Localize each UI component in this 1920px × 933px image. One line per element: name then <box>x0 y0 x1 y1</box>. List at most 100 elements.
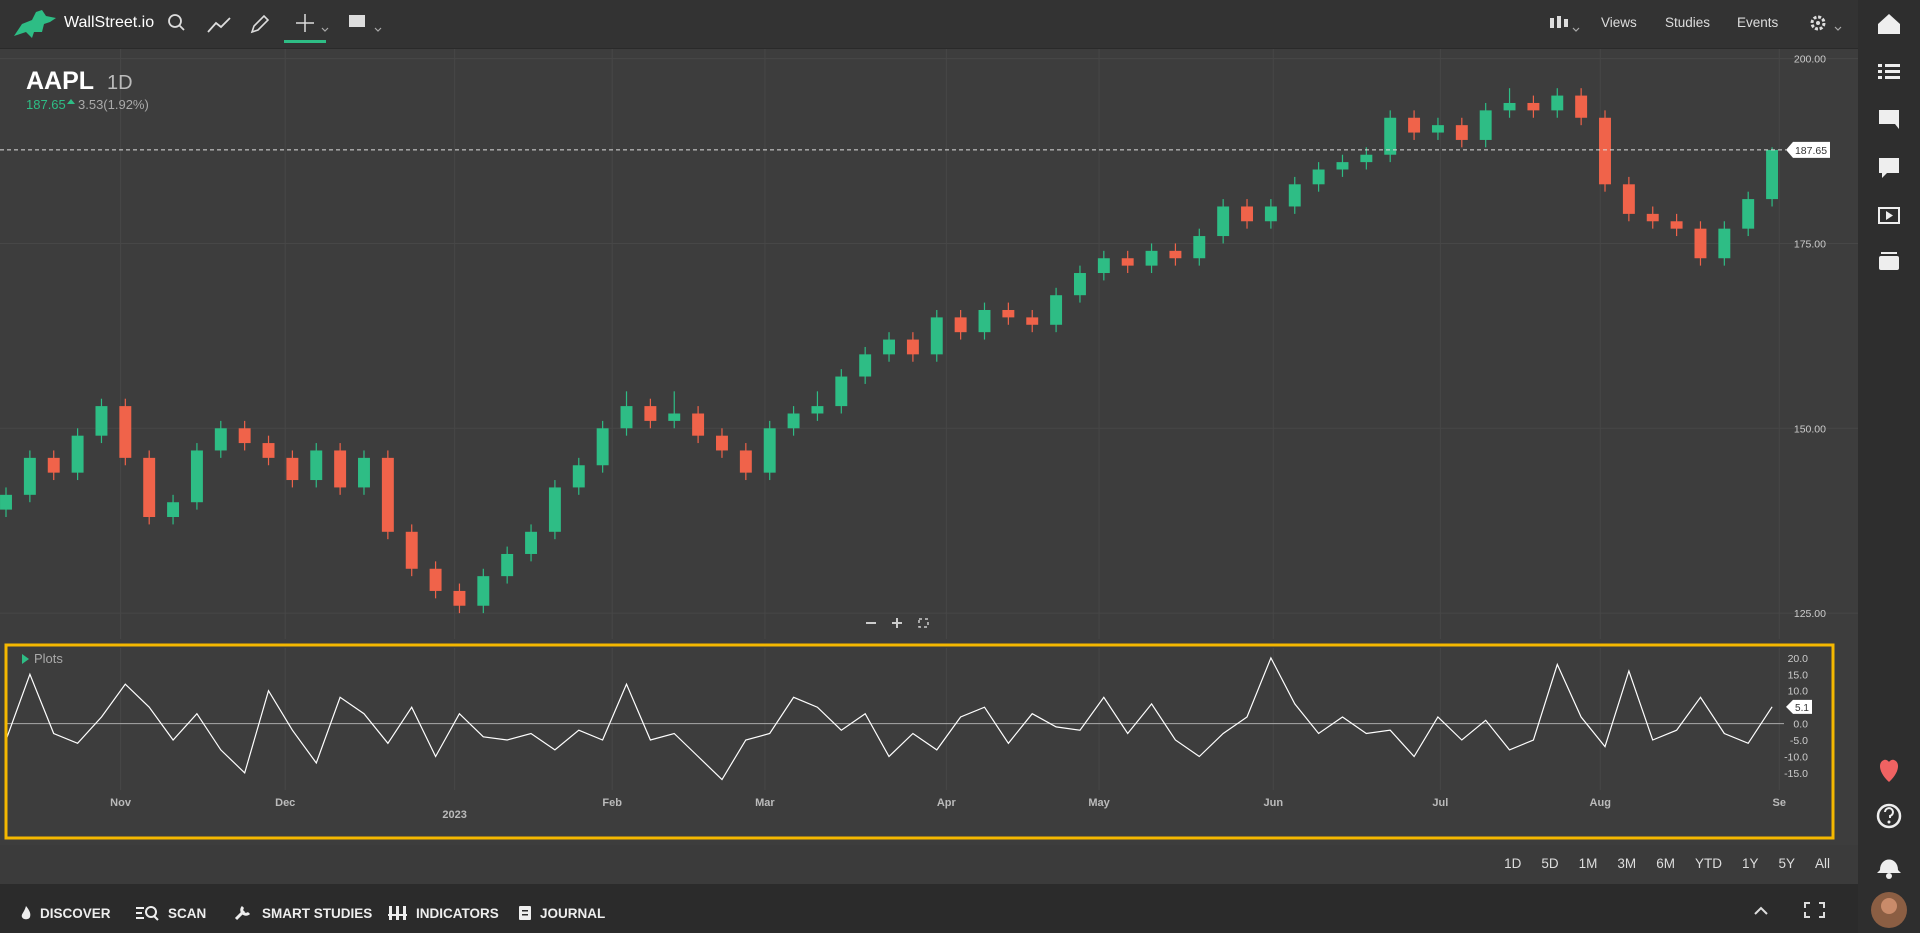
candle-body <box>95 406 108 436</box>
range-button[interactable]: 3M <box>1617 855 1637 871</box>
x-tick-label: Aug <box>1590 797 1611 809</box>
last-price-tag <box>1786 141 1830 158</box>
candle-body <box>1121 258 1134 266</box>
menu-views[interactable]: Views <box>1601 15 1637 30</box>
candle-body <box>548 487 561 532</box>
candle-body <box>1360 154 1373 163</box>
candle-body <box>1097 258 1110 274</box>
range-button[interactable]: 6M <box>1656 855 1675 871</box>
candle-body <box>1575 95 1588 118</box>
candle-body <box>1408 117 1421 133</box>
tool-icons[interactable] <box>166 12 386 38</box>
pane-toggle[interactable] <box>22 654 29 664</box>
menu-studies[interactable]: Studies <box>1665 15 1711 30</box>
candle-body <box>167 502 180 518</box>
label: DISCOVER <box>40 905 111 921</box>
x-tick-label: Jul <box>1432 797 1448 809</box>
range-button[interactable]: 1D <box>1504 855 1522 871</box>
candle-body <box>525 531 538 554</box>
candle-body <box>644 406 657 421</box>
range-button[interactable]: 5D <box>1541 855 1559 871</box>
candle-body <box>238 428 251 444</box>
zoom-controls[interactable] <box>866 618 929 628</box>
chart-area: 200.00 175.00 150.00 125.00 187.65 Nov Dec 202… <box>0 49 1858 845</box>
brand[interactable]: WallStreet.io <box>64 14 155 31</box>
icon <box>388 906 407 920</box>
label: INDICATORS <box>416 905 499 921</box>
label: SMART STUDIES <box>262 905 373 921</box>
candle-body <box>763 428 776 473</box>
candle-body <box>262 443 275 458</box>
logo-icon[interactable] <box>12 6 58 40</box>
candle-body <box>1479 110 1492 140</box>
plot-line <box>5 656 1773 781</box>
candle-body <box>620 406 633 429</box>
footer-journal[interactable]: JOURNAL <box>518 905 605 921</box>
y-tick-label: -15.0 <box>1784 768 1808 780</box>
pane-title: Plots <box>34 651 63 666</box>
settings-icon[interactable] <box>1810 13 1850 35</box>
candle-body <box>835 376 848 407</box>
footer-scan[interactable]: SCAN <box>136 905 206 921</box>
footer-indicators[interactable]: INDICATORS <box>388 905 499 921</box>
candle-body <box>716 435 728 451</box>
right-sidebar <box>1858 0 1920 933</box>
candle-body <box>143 457 156 518</box>
candle-body <box>930 317 943 355</box>
footer-smart-studies[interactable]: SMART STUDIES <box>234 905 372 921</box>
candle-body <box>310 450 323 481</box>
footer-icons[interactable] <box>1752 900 1832 920</box>
x-tick-label: Mar <box>755 797 775 809</box>
icon <box>234 905 251 921</box>
y-tick-label: 10.0 <box>1788 686 1809 698</box>
range-button[interactable]: 1Y <box>1741 855 1759 871</box>
candle-body <box>405 531 418 569</box>
candle-body <box>1384 117 1397 155</box>
candle-body <box>477 576 490 606</box>
candle-body <box>1742 199 1755 229</box>
top-toolbar: WallStreet.io Views Studies Events <box>0 0 1858 49</box>
candle-body <box>1145 250 1158 266</box>
candle-body <box>1336 162 1349 170</box>
candle-body <box>1551 95 1564 111</box>
candle-body <box>1169 250 1182 259</box>
range-button[interactable]: YTD <box>1694 855 1722 871</box>
bottom-toolbar <box>0 884 1858 933</box>
candle-body <box>286 457 299 481</box>
sidebar-icons[interactable] <box>1858 0 1920 933</box>
candle-body <box>358 457 370 488</box>
candle-body <box>787 413 800 429</box>
candle-body <box>429 568 442 591</box>
candle-body <box>334 450 347 488</box>
last-value-tag <box>1786 699 1812 714</box>
chart-background <box>0 49 1858 845</box>
candle-body <box>1002 309 1015 318</box>
candle-body <box>71 435 84 473</box>
candle-body <box>501 553 514 577</box>
menu-events[interactable]: Events <box>1737 15 1779 30</box>
chart-type-icon[interactable] <box>1548 14 1584 36</box>
x-tick-label: Se <box>1772 797 1785 809</box>
last-value-label: 5.1 <box>1795 703 1809 714</box>
range-button[interactable]: 5Y <box>1778 855 1795 871</box>
candle-body <box>1694 228 1707 259</box>
ticker-interval: 1D <box>107 72 133 94</box>
y-tick-label: 200.00 <box>1794 54 1826 66</box>
up-arrow <box>67 99 75 104</box>
candle-body <box>1455 125 1468 140</box>
range-button[interactable]: All <box>1814 855 1830 871</box>
x-tick-label: Apr <box>937 797 957 809</box>
y-tick-label: 125.00 <box>1794 608 1826 620</box>
last-price-label: 187.65 <box>1795 145 1827 157</box>
label: SCAN <box>168 905 207 921</box>
candle-body <box>811 406 824 414</box>
candle-body <box>1217 206 1230 237</box>
footer-discover[interactable]: DISCOVER <box>20 905 111 921</box>
range-button[interactable]: 1M <box>1578 855 1598 871</box>
candle-body <box>1503 102 1516 111</box>
candle-body <box>1527 102 1540 111</box>
candle-body <box>453 590 466 606</box>
candle-body <box>1431 125 1444 133</box>
ticker-change: 3.53(1.92%) <box>78 97 149 112</box>
